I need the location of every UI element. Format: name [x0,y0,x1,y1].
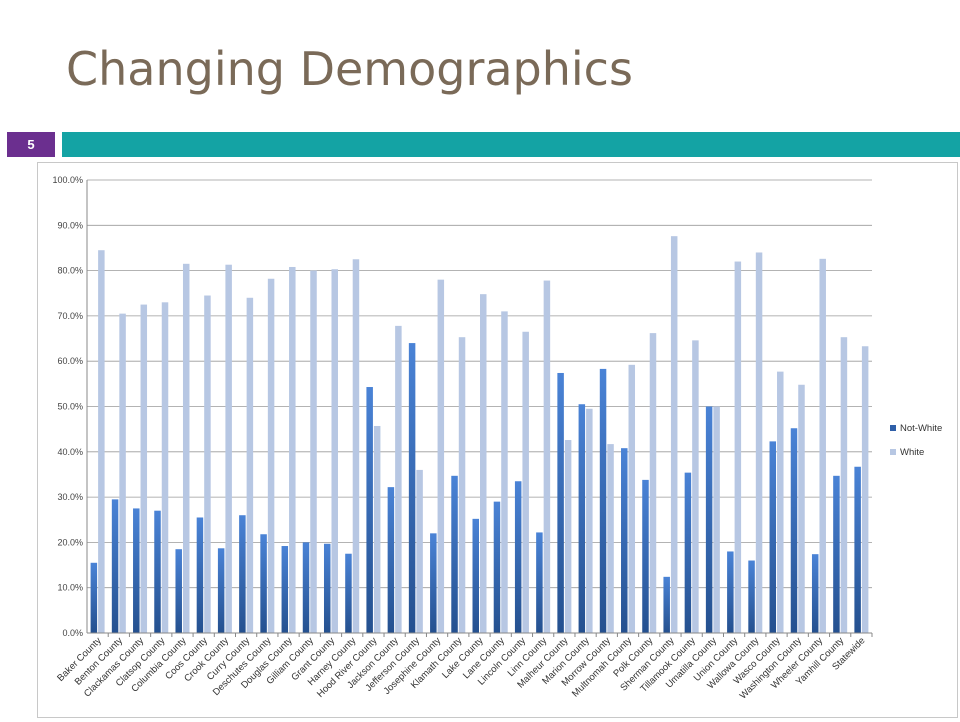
bars [90,236,869,633]
slide-title: Changing Demographics [66,42,633,96]
bar-white [734,261,742,633]
chart-frame: 0.0% 10.0% 20.0% 30.0% 40.0% 50.0% 60.0% 70.0% 8… [37,162,958,718]
y-tick-label: 20.0% [57,537,83,547]
bar-white [777,371,784,633]
bar-not-white [621,448,628,633]
bar-not-white [408,343,416,633]
bar-not-white [111,499,119,633]
bar-not-white [366,387,373,633]
bar-white [670,236,678,633]
bar-not-white [260,534,267,633]
bar-white [458,337,466,633]
bar-white [798,384,805,633]
page-number-badge: 5 [7,132,55,157]
bar-white [416,469,423,633]
bar-not-white [727,551,734,633]
bar-white [119,313,126,633]
bar-not-white [90,562,98,633]
bar-not-white [514,481,522,633]
legend-swatch [890,449,896,455]
bar-white [289,266,296,633]
y-tick-label: 70.0% [57,311,83,321]
bar-not-white [748,560,755,633]
bar-white [819,258,826,633]
y-axis: 0.0% 10.0% 20.0% 30.0% 40.0% 50.0% 60.0% 70.0% 8… [52,175,88,638]
y-tick-label: 40.0% [57,447,83,457]
bar-not-white [811,554,819,633]
bar-white [713,406,720,633]
bar-white [267,278,275,633]
y-tick-label: 0.0% [62,628,83,638]
bar-not-white [854,466,861,633]
bar-white [543,280,551,633]
gridlines [87,179,872,634]
legend: Not-White White [890,423,942,458]
bar-not-white [642,479,649,633]
bar-not-white [154,510,161,633]
bar-white [225,264,232,633]
legend-label: White [900,447,924,458]
bar-white [755,252,763,633]
bar-white [204,295,211,633]
y-tick-label: 50.0% [57,402,83,412]
bar-not-white [833,475,840,633]
bar-white [480,294,487,633]
bar-not-white [705,406,713,633]
y-tick-label: 90.0% [57,220,83,230]
y-tick-label: 10.0% [57,583,83,593]
bar-white [861,346,869,633]
bar-not-white [663,576,670,633]
bar-not-white [769,441,777,633]
bar-not-white [133,508,140,633]
bar-not-white [196,517,204,633]
bar-white [501,311,508,633]
bar-not-white [387,487,395,633]
legend-label: Not-White [900,423,942,434]
bar-not-white [536,532,543,633]
bar-not-white [472,518,479,633]
bar-white [649,333,657,633]
bar-white [522,331,529,633]
bar-white [628,364,636,633]
bar-not-white [345,553,352,633]
bar-not-white [175,549,182,633]
bar-white [373,425,381,633]
bar-white [437,279,445,633]
bar-not-white [684,472,692,633]
bar-not-white [302,542,310,633]
bar-not-white [493,501,501,633]
bar-white [564,440,572,633]
bar-not-white [323,543,331,633]
bar-not-white [217,548,225,633]
bar-not-white [239,515,246,633]
bar-white [352,259,360,633]
bar-white [98,250,105,633]
y-tick-label: 100.0% [52,175,83,185]
y-tick-label: 80.0% [57,266,83,276]
bar-not-white [281,546,289,633]
bar-not-white [451,475,458,633]
bar-white [246,297,254,633]
bar-not-white [599,368,607,633]
bar-white [310,270,317,633]
bar-white [161,302,169,633]
bar-not-white [790,428,798,633]
bar-white [182,263,190,633]
bar-white [692,340,699,633]
bar-not-white [430,533,437,633]
bar-not-white [578,404,586,633]
bar-white [331,269,338,633]
bar-white [395,325,402,633]
y-tick-label: 60.0% [57,356,83,366]
bar-chart: 0.0% 10.0% 20.0% 30.0% 40.0% 50.0% 60.0% 70.0% 8… [52,175,942,702]
bar-white [140,304,148,633]
header-accent-bar [62,132,960,157]
bar-not-white [557,372,564,633]
y-tick-label: 30.0% [57,492,83,502]
bar-white [586,408,593,633]
legend-swatch [890,425,896,431]
bar-white [607,444,614,633]
bar-white [840,337,848,633]
